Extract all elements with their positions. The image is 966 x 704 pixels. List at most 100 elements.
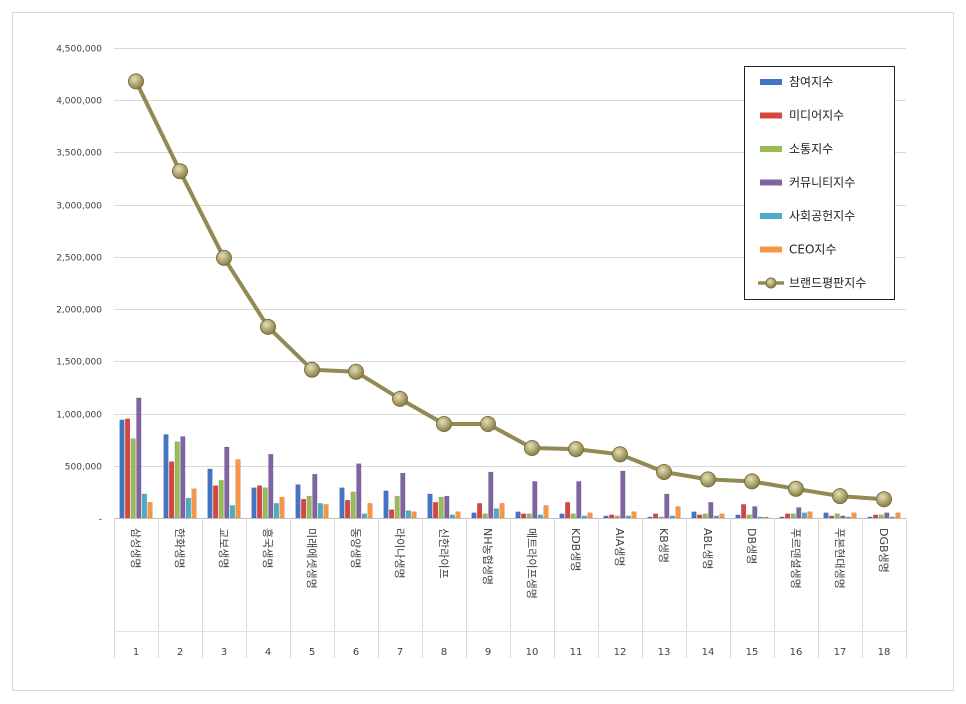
series-6	[147, 459, 901, 519]
index-label: 4	[265, 647, 271, 658]
legend-item: 참여지수	[760, 75, 833, 89]
bar	[570, 513, 576, 519]
bar	[884, 512, 890, 519]
legend-swatch	[760, 179, 782, 186]
y-tick-label: 1,500,000	[56, 358, 102, 368]
y-tick-label: 2,500,000	[56, 254, 102, 264]
bar	[493, 508, 499, 519]
line-marker	[172, 163, 188, 180]
bar	[350, 491, 356, 519]
index-label: 1	[133, 647, 139, 658]
bar	[867, 516, 873, 519]
bar	[389, 509, 395, 519]
category-label: 동양생명	[349, 528, 362, 568]
y-axis-tick-labels: - 500,000 1,000,000 1,500,000 2,000,000 2,500…	[56, 45, 102, 525]
y-tick-label: 4,500,000	[56, 45, 102, 55]
bar	[471, 512, 477, 519]
legend-label: 브랜드평판지수	[789, 276, 866, 290]
line-marker	[480, 416, 496, 432]
series-3	[130, 438, 884, 519]
category-label: AIA생명	[613, 528, 626, 567]
bar	[713, 515, 719, 519]
bar	[790, 513, 796, 519]
legend-label: CEO지수	[789, 243, 837, 257]
bar	[499, 503, 505, 519]
bar	[741, 504, 747, 519]
legend-item: 브랜드평판지수	[758, 276, 866, 290]
index-label: 18	[878, 647, 891, 658]
bar	[482, 513, 488, 519]
legend-swatch	[760, 79, 782, 85]
category-label: 푸르덴셜생명	[789, 528, 802, 589]
line-marker	[392, 390, 408, 407]
bar	[625, 515, 631, 519]
index-label: 14	[702, 647, 715, 658]
legend-item: 커뮤니티지수	[760, 176, 855, 190]
bar	[664, 493, 670, 519]
bar	[735, 514, 741, 519]
bar	[273, 503, 279, 519]
index-label: 10	[526, 647, 539, 658]
category-label: 신한라이프	[437, 528, 450, 579]
bar	[411, 511, 417, 519]
category-label: 미래에셋생명	[305, 528, 318, 589]
category-label: 라이나생명	[393, 528, 406, 579]
bar	[279, 496, 285, 519]
legend-label: 사회공헌지수	[789, 209, 855, 223]
bar	[119, 419, 125, 519]
bar	[367, 503, 373, 519]
bar	[427, 493, 433, 519]
bar	[262, 487, 268, 519]
index-label: 3	[221, 647, 227, 658]
bar	[306, 495, 312, 519]
legend-label: 소통지수	[789, 142, 833, 156]
category-label: KDB생명	[569, 528, 582, 571]
bar	[400, 472, 406, 519]
line-marker	[216, 249, 232, 266]
bar	[361, 513, 367, 519]
series-1	[119, 419, 873, 519]
legend-item: 사회공헌지수	[760, 209, 855, 223]
category-label: 푸본현대생명	[833, 528, 846, 589]
category-label: DB생명	[745, 528, 758, 564]
y-tick-label: 3,000,000	[56, 202, 102, 212]
index-label: 5	[309, 647, 315, 658]
category-label: 삼성생명	[129, 528, 142, 568]
bar	[581, 515, 587, 519]
bar	[746, 514, 752, 519]
bar	[301, 499, 307, 519]
line-marker	[524, 440, 540, 456]
index-label: 16	[790, 647, 803, 658]
bar	[840, 515, 846, 519]
bar	[141, 493, 147, 519]
category-label: 메트라이프생명	[525, 528, 538, 599]
bar	[268, 454, 274, 519]
bar	[614, 515, 620, 519]
line-marker	[304, 361, 320, 378]
legend-label: 커뮤니티지수	[789, 176, 855, 190]
line-marker	[568, 441, 584, 458]
bar	[317, 503, 323, 519]
legend-item: 소통지수	[760, 142, 833, 156]
bar	[845, 516, 851, 519]
bar	[207, 468, 213, 519]
category-label: KB생명	[657, 528, 670, 563]
bar	[438, 496, 444, 519]
legend-label: 참여지수	[789, 75, 833, 89]
index-label: 15	[746, 647, 759, 658]
bar	[603, 515, 609, 519]
legend-marker	[765, 277, 777, 289]
bar	[587, 512, 593, 519]
bar	[136, 397, 142, 519]
bar	[653, 513, 659, 519]
bar	[834, 513, 840, 519]
bar	[515, 511, 521, 519]
series-5	[141, 493, 895, 519]
index-label: 6	[353, 647, 359, 658]
index-label: 11	[570, 647, 583, 658]
bar	[218, 480, 224, 519]
legend-swatch	[760, 146, 782, 152]
bar	[213, 485, 219, 519]
